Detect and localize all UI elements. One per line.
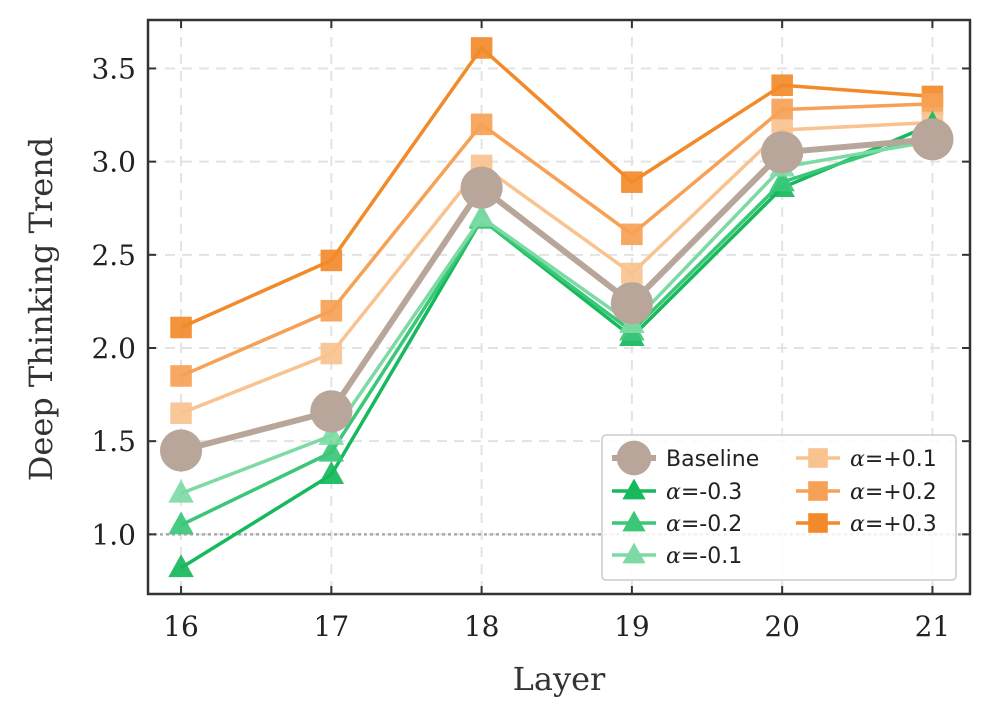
data-point — [771, 74, 793, 97]
data-point — [170, 316, 192, 339]
data-point — [320, 342, 343, 365]
data-point — [460, 166, 503, 209]
y-axis-label: Deep Thinking Trend — [22, 137, 60, 482]
series-line — [180, 102, 933, 378]
data-point — [168, 479, 194, 503]
legend-label: α=-0.2 — [666, 512, 742, 537]
legend-box — [601, 434, 957, 581]
data-point — [320, 299, 343, 322]
legend-entry: α=-0.2 — [612, 510, 742, 537]
data-point — [911, 118, 954, 161]
legend-entry: α=+0.1 — [796, 447, 937, 472]
data-point — [159, 429, 203, 472]
data-point — [761, 131, 804, 174]
legend-marker — [808, 481, 828, 501]
data-point — [470, 37, 493, 59]
data-point — [318, 438, 345, 462]
x-tick-label: 19 — [614, 610, 650, 643]
axis-ticks: 16 17 18 19 20 21 1.0 1.5 2.0 2.5 3.0 3.5 — [91, 20, 970, 643]
x-tick-label: 20 — [764, 610, 800, 643]
series-line — [180, 132, 933, 527]
legend-label: α=+0.3 — [850, 512, 937, 537]
data-point — [318, 461, 345, 484]
series-line — [180, 139, 933, 495]
legend-entry: α=+0.3 — [796, 512, 937, 537]
legend-entry: α=-0.3 — [612, 478, 742, 505]
legend-marker — [616, 440, 652, 476]
data-point — [318, 421, 345, 445]
data-point — [769, 168, 795, 192]
data-point — [170, 365, 192, 387]
data-point — [621, 171, 643, 193]
legend: Baseline α=-0.3 α=-0.2 α=-0.1 α=+0.1 α=+0.2 α=… — [601, 434, 957, 581]
legend-entry: α=+0.2 — [796, 480, 937, 505]
y-tick-label: 1.5 — [91, 425, 136, 458]
legend-label: α=-0.3 — [666, 480, 742, 505]
data-point — [921, 93, 944, 115]
x-tick-label: 17 — [314, 610, 350, 643]
y-tick-label: 1.0 — [91, 518, 136, 551]
series-alpha — [170, 93, 944, 387]
legend-entry: Baseline — [612, 440, 759, 476]
legend-entry: α=-0.1 — [612, 542, 742, 569]
data-point — [320, 249, 343, 272]
data-point — [468, 203, 495, 227]
series-baseline — [159, 118, 954, 472]
legend-marker — [808, 448, 828, 468]
legend-label: α=+0.2 — [850, 480, 937, 505]
series-line — [180, 120, 933, 415]
y-tick-label: 2.5 — [91, 239, 136, 272]
x-tick-label: 21 — [915, 610, 951, 643]
data-point — [168, 511, 194, 535]
data-point — [168, 554, 194, 578]
legend-marker — [622, 510, 646, 532]
data-point — [170, 402, 192, 425]
y-tick-label: 3.5 — [91, 52, 136, 85]
legend-marker — [622, 478, 646, 500]
data-point — [621, 223, 643, 246]
x-tick-label: 18 — [464, 610, 500, 643]
series-group — [159, 37, 954, 578]
data-point — [610, 282, 653, 325]
data-point — [771, 98, 793, 121]
y-tick-label: 3.0 — [91, 146, 136, 179]
x-tick-label: 16 — [163, 610, 199, 643]
legend-label: Baseline — [666, 447, 759, 472]
y-tick-label: 2.0 — [91, 332, 136, 365]
series-line — [180, 122, 934, 570]
series-alpha — [170, 37, 944, 339]
plot-frame — [146, 18, 972, 596]
legend-label: α=+0.1 — [850, 447, 937, 472]
series-line — [180, 46, 933, 330]
x-axis-label: Layer — [513, 660, 606, 698]
data-point — [621, 262, 643, 285]
legend-marker — [622, 542, 646, 564]
legend-marker — [808, 513, 828, 533]
legend-label: α=-0.1 — [666, 544, 742, 569]
series-line — [180, 136, 933, 454]
data-point — [470, 113, 493, 136]
data-point — [310, 390, 353, 433]
